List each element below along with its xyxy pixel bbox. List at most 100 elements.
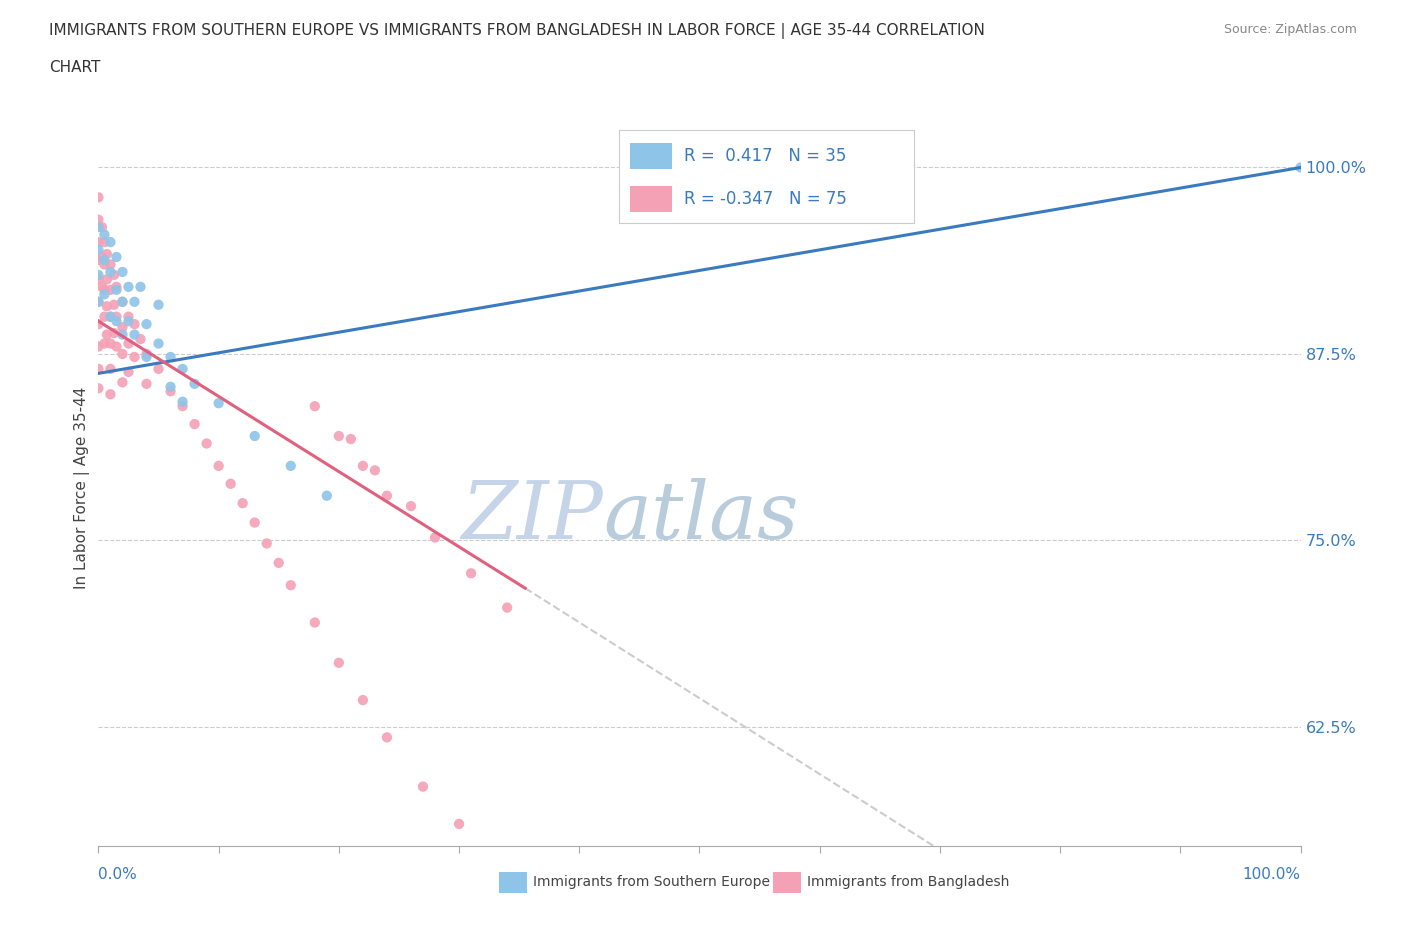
Point <box>93 336 115 351</box>
Point <box>87 362 110 377</box>
Point <box>148 298 170 312</box>
Point <box>484 854 506 869</box>
Point <box>328 429 350 444</box>
Point <box>111 294 134 309</box>
Point <box>93 227 115 242</box>
Point <box>256 536 278 551</box>
Point <box>93 253 115 268</box>
Point <box>93 257 115 272</box>
Point <box>364 463 387 478</box>
Point <box>135 347 157 362</box>
Point <box>280 458 302 473</box>
Point <box>117 365 139 379</box>
Point <box>93 286 115 301</box>
Point <box>195 436 218 451</box>
Bar <box>630 143 672 169</box>
Point <box>87 190 110 205</box>
Point <box>93 283 115 298</box>
Point <box>135 350 157 365</box>
Point <box>87 294 110 309</box>
Point <box>208 458 231 473</box>
Point <box>87 294 110 309</box>
Point <box>105 283 128 298</box>
Point <box>135 317 157 332</box>
Point <box>352 458 374 473</box>
Point <box>96 272 118 286</box>
Text: IMMIGRANTS FROM SOUTHERN EUROPE VS IMMIGRANTS FROM BANGLADESH IN LABOR FORCE | A: IMMIGRANTS FROM SOUTHERN EUROPE VS IMMIG… <box>49 23 986 39</box>
Point <box>159 384 181 399</box>
Point <box>103 268 125 283</box>
Point <box>87 242 110 257</box>
Point <box>124 317 146 332</box>
Point <box>280 578 302 592</box>
Point <box>111 375 134 390</box>
Point <box>124 294 146 309</box>
Point <box>96 327 118 342</box>
Point <box>100 310 122 325</box>
Point <box>87 234 110 249</box>
Point <box>100 234 122 249</box>
Point <box>93 310 115 325</box>
Point <box>304 615 326 630</box>
Text: Immigrants from Bangladesh: Immigrants from Bangladesh <box>807 874 1010 889</box>
Point <box>105 310 128 325</box>
Point <box>375 488 398 503</box>
Text: atlas: atlas <box>603 478 799 555</box>
Point <box>87 219 110 234</box>
Text: CHART: CHART <box>49 60 101 75</box>
Point <box>87 253 110 268</box>
Point <box>87 272 110 286</box>
Point <box>117 310 139 325</box>
Point <box>96 246 118 261</box>
Point <box>183 417 205 432</box>
Point <box>148 362 170 377</box>
Point <box>232 496 254 511</box>
Point <box>159 379 181 394</box>
Point <box>129 332 152 347</box>
Text: Source: ZipAtlas.com: Source: ZipAtlas.com <box>1223 23 1357 36</box>
Point <box>91 279 114 294</box>
Point <box>328 656 350 671</box>
Point <box>93 234 115 249</box>
Point <box>91 219 114 234</box>
Point <box>129 279 152 294</box>
Point <box>399 498 422 513</box>
Point <box>423 530 446 545</box>
Point <box>315 488 337 503</box>
Point <box>87 339 110 354</box>
Point <box>100 387 122 402</box>
Point <box>96 299 118 313</box>
Point <box>243 429 266 444</box>
Point <box>87 212 110 227</box>
Point <box>111 294 134 309</box>
Point <box>117 336 139 351</box>
Point <box>105 279 128 294</box>
Text: 0.0%: 0.0% <box>98 867 138 882</box>
Point <box>111 320 134 335</box>
Point <box>460 565 482 580</box>
Point <box>100 362 122 377</box>
Text: R = -0.347   N = 75: R = -0.347 N = 75 <box>683 190 846 208</box>
Point <box>105 339 128 354</box>
Point <box>91 249 114 264</box>
Point <box>117 279 139 294</box>
Point <box>352 693 374 708</box>
Point <box>111 347 134 362</box>
Point <box>496 600 519 615</box>
Point <box>412 779 434 794</box>
Point <box>135 377 157 392</box>
Point <box>87 268 110 283</box>
Point <box>208 396 231 411</box>
Point <box>87 381 110 396</box>
Point <box>100 264 122 279</box>
Point <box>87 317 110 332</box>
Text: Immigrants from Southern Europe: Immigrants from Southern Europe <box>533 874 770 889</box>
Point <box>105 249 128 264</box>
Text: ZIP: ZIP <box>461 478 603 555</box>
Text: 100.0%: 100.0% <box>1243 867 1301 882</box>
Point <box>267 555 290 570</box>
Point <box>105 313 128 328</box>
Point <box>111 264 134 279</box>
Point <box>103 298 125 312</box>
Point <box>447 817 470 831</box>
